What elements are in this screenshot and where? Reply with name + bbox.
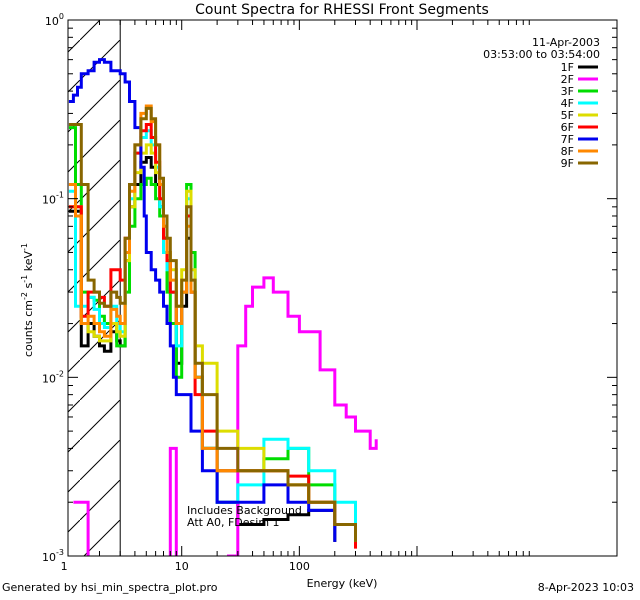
- y-axis-label: counts cm-2 s-1 keV-1: [20, 243, 35, 357]
- legend-label: 3F: [561, 85, 574, 98]
- legend-label: 4F: [561, 97, 574, 110]
- y-tick-label: 10-3: [42, 548, 64, 564]
- x-tick-label: 1: [61, 560, 68, 573]
- generated-by-text: Generated by hsi_min_spectra_plot.pro: [2, 581, 218, 594]
- series-2f: [73, 276, 378, 556]
- legend-label: 6F: [561, 121, 574, 134]
- annotation-attenuator: Att A0, FDesim 1: [187, 516, 280, 529]
- legend-label: 1F: [561, 61, 574, 74]
- x-axis-label: Energy (keV): [307, 577, 378, 590]
- legend-label: 5F: [561, 109, 574, 122]
- timestamp-text: 8-Apr-2023 10:03: [537, 581, 634, 594]
- legend-label: 2F: [561, 73, 574, 86]
- series-9f: [68, 106, 357, 542]
- axes: 1 10 100 100 10-1 10-2 10-3: [42, 12, 617, 573]
- chart-title: Count Spectra for RHESSI Front Segments: [195, 2, 489, 18]
- x-tick-label: 100: [289, 560, 310, 573]
- time-range-label: 03:53:00 to 03:54:00: [483, 48, 600, 61]
- legend-label: 9F: [561, 157, 574, 170]
- series-lines: [68, 58, 378, 556]
- annotation-background: Includes Background: [187, 504, 302, 517]
- series-7f: [68, 58, 337, 542]
- y-tick-label: 10-1: [42, 191, 64, 207]
- legend-label: 8F: [561, 145, 574, 158]
- x-tick-label: 10: [175, 560, 189, 573]
- date-label: 11-Apr-2003: [532, 36, 600, 49]
- plot-frame: [67, 19, 618, 557]
- y-tick-label: 10-2: [42, 369, 64, 385]
- y-tick-label: 100: [45, 12, 64, 28]
- legend-label: 7F: [561, 133, 574, 146]
